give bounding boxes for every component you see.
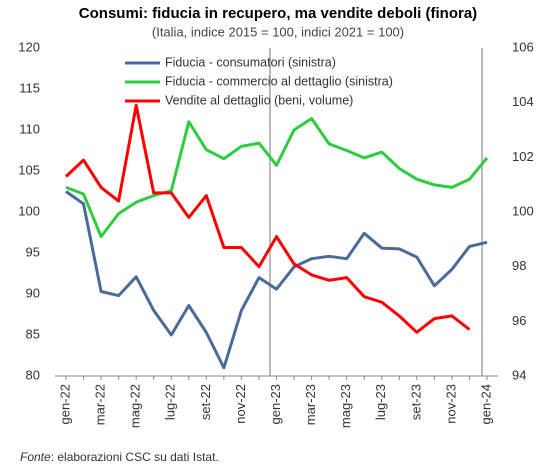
x-tick-label: mar-22 (93, 384, 108, 425)
source-label: Fonte (20, 450, 51, 464)
y-tick-label: 90 (26, 285, 40, 300)
y2-tick-label: 94 (512, 367, 526, 382)
chart-subtitle: (Italia, indice 2015 = 100, indici 2021 … (152, 24, 404, 39)
series-line (65, 190, 488, 370)
y2-tick-label: 96 (512, 313, 526, 328)
x-tick-label: mar-23 (303, 384, 318, 425)
y2-tick-label: 106 (512, 39, 534, 54)
series-line (65, 117, 489, 239)
y-tick-label: 115 (19, 80, 40, 95)
y2-tick-label: 100 (512, 203, 534, 218)
y-tick-label: 80 (26, 367, 40, 382)
x-tick-label: nov-22 (233, 384, 248, 424)
x-tick-label: nov-23 (443, 384, 458, 424)
y-tick-label: 100 (18, 203, 40, 218)
legend-label: Fiducia - consumatori (sinistra) (165, 55, 336, 69)
x-tick-label: gen-24 (478, 384, 493, 424)
x-tick-label: mag-22 (128, 384, 143, 428)
source-text: : elaborazioni CSC su dati Istat. (51, 450, 219, 464)
y-tick-label: 85 (26, 326, 40, 341)
x-tick-label: lug-22 (163, 384, 178, 420)
chart-title: Consumi: fiducia in recupero, ma vendite… (79, 5, 477, 22)
x-tick-label: mag-23 (338, 384, 353, 428)
y2-tick-label: 104 (512, 94, 534, 109)
y-tick-label: 120 (18, 39, 40, 54)
source: Fonte: elaborazioni CSC su dati Istat. (20, 450, 219, 464)
legend-label: Fiducia - commercio al dettaglio (sinist… (165, 74, 393, 88)
y-tick-label: 95 (26, 244, 40, 259)
legend-label: Vendite al dettaglio (beni, volume) (165, 93, 353, 107)
x-tick-label: set-23 (408, 384, 423, 420)
x-tick-label: set-22 (198, 384, 213, 420)
series-line (64, 103, 471, 334)
x-tick-label: lug-23 (373, 384, 388, 420)
y-tick-label: 110 (19, 121, 40, 136)
y-tick-label: 105 (18, 162, 40, 177)
x-tick-label: gen-22 (57, 384, 72, 424)
x-tick-label: gen-23 (268, 384, 283, 424)
y2-tick-label: 98 (512, 258, 526, 273)
y2-tick-label: 102 (512, 149, 534, 164)
